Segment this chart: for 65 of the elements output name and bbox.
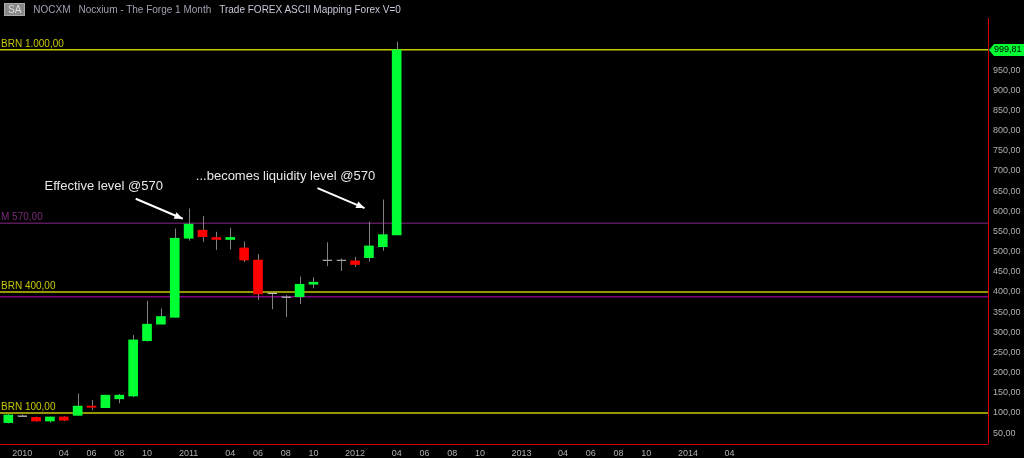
y-tick-label: 900,00 bbox=[993, 84, 1021, 95]
x-tick-label: 2012 bbox=[345, 447, 366, 458]
y-tick-label: 150,00 bbox=[993, 387, 1021, 398]
x-tick-label: 04 bbox=[391, 447, 402, 458]
candlestick bbox=[336, 257, 347, 272]
x-tick-label: 04 bbox=[225, 447, 236, 458]
annotation: Effective level @570 bbox=[44, 178, 163, 194]
x-tick-label: 06 bbox=[585, 447, 596, 458]
x-tick-label: 04 bbox=[724, 447, 735, 458]
ref-line-label: M 570,00 bbox=[1, 211, 44, 223]
y-tick-label: 450,00 bbox=[993, 266, 1021, 277]
x-tick-label: 10 bbox=[474, 447, 485, 458]
x-tick-label: 06 bbox=[419, 447, 430, 458]
candlestick bbox=[225, 227, 236, 251]
text: SA bbox=[4, 3, 26, 16]
y-tick-label: 750,00 bbox=[993, 145, 1021, 156]
y-tick-label: 800,00 bbox=[993, 125, 1021, 136]
y-tick-label: 500,00 bbox=[993, 246, 1021, 257]
y-tick-label: 850,00 bbox=[993, 104, 1021, 115]
x-tick-label: 08 bbox=[447, 447, 458, 458]
x-tick-label: 10 bbox=[308, 447, 319, 458]
ref-line-label: BRN 400,00 bbox=[1, 279, 56, 291]
x-tick-label: 2013 bbox=[511, 447, 532, 458]
x-tick-label: 04 bbox=[558, 447, 569, 458]
candlestick bbox=[239, 240, 249, 263]
candlestick bbox=[197, 215, 208, 243]
candlestick bbox=[72, 393, 83, 416]
candlestick bbox=[211, 231, 222, 251]
x-tick-label: 08 bbox=[114, 447, 125, 458]
x-tick-label: 08 bbox=[613, 447, 624, 458]
x-tick-label: 2011 bbox=[178, 447, 199, 458]
x-tick-label: 10 bbox=[641, 447, 652, 458]
y-tick-label: 400,00 bbox=[993, 286, 1021, 297]
candlestick bbox=[280, 294, 292, 318]
ref-line-label: BRN 1.000,00 bbox=[1, 37, 65, 49]
y-tick-label: 100,00 bbox=[993, 407, 1021, 418]
x-tick-label: 10 bbox=[142, 447, 153, 458]
candlestick bbox=[183, 207, 194, 242]
y-tick-label: 300,00 bbox=[993, 326, 1021, 337]
x-tick-label: 06 bbox=[252, 447, 263, 458]
ref-line-label: BRN 100,00 bbox=[1, 400, 56, 412]
candlestick bbox=[294, 276, 305, 305]
y-tick-label: 600,00 bbox=[993, 205, 1021, 216]
x-tick-label: 2014 bbox=[677, 447, 698, 458]
candlestick bbox=[364, 221, 374, 263]
y-tick-label: 650,00 bbox=[993, 185, 1021, 196]
x-tick-label: 06 bbox=[86, 447, 97, 458]
x-tick-label: 04 bbox=[58, 447, 69, 458]
y-tick-label: 50,00 bbox=[993, 427, 1016, 438]
chart-subtitle: NOCXM bbox=[33, 4, 71, 15]
y-tick-label: 950,00 bbox=[993, 64, 1021, 75]
text: Trade FOREX ASCII Mapping Forex V=0 bbox=[219, 4, 401, 15]
y-tick-label: 350,00 bbox=[993, 306, 1021, 317]
annotation: ...becomes liquidity level @570 bbox=[195, 167, 376, 183]
y-tick-label: 200,00 bbox=[993, 367, 1021, 378]
x-tick-label: 08 bbox=[280, 447, 291, 458]
candlestick bbox=[142, 300, 152, 343]
candlestick bbox=[322, 241, 333, 267]
chart-title: Nocxium - The Forge 1 Month bbox=[78, 4, 212, 15]
x-tick-label: 2010 bbox=[12, 447, 33, 458]
candlestick bbox=[377, 199, 388, 252]
y-tick-label: 700,00 bbox=[993, 165, 1021, 176]
y-tick-label: 550,00 bbox=[993, 225, 1021, 236]
y-tick-label: 250,00 bbox=[993, 346, 1021, 357]
text: 999,81 bbox=[994, 44, 1022, 55]
